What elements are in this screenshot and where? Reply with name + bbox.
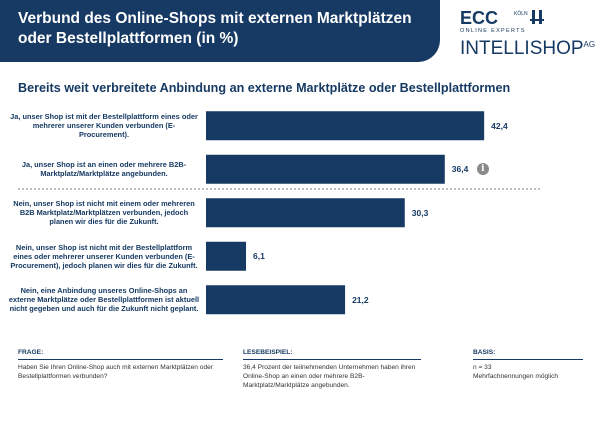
footer-basis: BASIS: n = 33 Mehrfachnennungen möglich bbox=[473, 349, 583, 381]
value-label-3: 30,3 bbox=[411, 207, 429, 218]
footer-lesebeispiel-heading: LESEBEISPIEL: bbox=[243, 349, 421, 360]
chart-title: Bereits weit verbreitete Anbindung an ex… bbox=[18, 81, 511, 95]
footer-basis-line1: n = 33 bbox=[473, 364, 492, 371]
category-label-5: Nein, eine Anbindung unseres Online-Shop… bbox=[8, 286, 200, 314]
info-icon[interactable]: i bbox=[476, 163, 489, 176]
value-label-5: 21,2 bbox=[352, 294, 369, 305]
ecc-logo-city: KÖLN bbox=[514, 11, 528, 17]
footer-frage-text: Haben Sie Ihren Online-Shop auch mit ext… bbox=[18, 364, 213, 380]
page-title: Verbund des Online-Shops mit externen Ma… bbox=[18, 10, 412, 47]
intellishop-logo-text: INTELLISHOP bbox=[460, 38, 584, 59]
cathedral-icon bbox=[530, 10, 544, 24]
bar-3 bbox=[206, 198, 405, 228]
ecc-logo-subtitle: ONLINE EXPERTS bbox=[460, 28, 526, 34]
value-label-4: 6,1 bbox=[253, 251, 265, 262]
value-label-2: 36,4 bbox=[451, 164, 469, 175]
ecc-logo-text: ECC bbox=[460, 8, 499, 28]
category-label-3: Nein, unser Shop ist nicht mit einem ode… bbox=[13, 199, 195, 227]
category-label-2: Ja, unser Shop ist an einen oder mehrere… bbox=[21, 160, 187, 179]
category-label-1: Ja, unser Shop ist mit der Bestellplattf… bbox=[10, 112, 198, 140]
bar-2 bbox=[206, 154, 445, 184]
bar-5 bbox=[206, 285, 346, 315]
footer-basis-line2: Mehrfachnennungen möglich bbox=[473, 373, 559, 380]
footer-frage-heading: FRAGE: bbox=[18, 349, 223, 360]
value-label-1: 42,4 bbox=[491, 120, 508, 131]
intellishop-logo-suffix: AG bbox=[583, 40, 596, 49]
bar-1 bbox=[206, 111, 485, 141]
intellishop-logo: INTELLISHOPAG bbox=[460, 38, 595, 60]
footer-lesebeispiel-text: 36,4 Prozent der teilnehmenden Unternehm… bbox=[243, 364, 416, 389]
footer-basis-heading: BASIS: bbox=[473, 349, 583, 360]
bar-4 bbox=[206, 241, 247, 271]
footer-frage: FRAGE: Haben Sie Ihren Online-Shop auch … bbox=[18, 349, 223, 381]
header-band: Verbund des Online-Shops mit externen Ma… bbox=[0, 0, 440, 62]
ecc-logo: ECC KÖLN ONLINE EXPERTS bbox=[460, 8, 590, 36]
category-label-4: Nein, unser Shop ist nicht mit der Beste… bbox=[10, 242, 198, 270]
footer-lesebeispiel: LESEBEISPIEL: 36,4 Prozent der teilnehme… bbox=[243, 349, 421, 390]
